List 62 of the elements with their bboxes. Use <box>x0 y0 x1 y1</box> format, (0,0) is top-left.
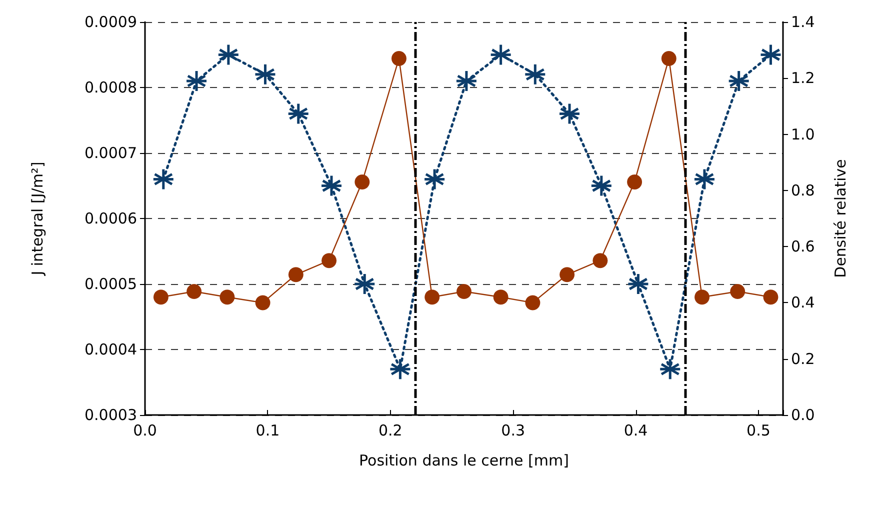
point <box>759 44 782 66</box>
point <box>592 253 608 268</box>
y-tick-label: 0.0004 <box>84 340 137 358</box>
y2-tick-label: 1.2 <box>791 69 815 88</box>
point <box>763 290 778 305</box>
y-tick-label: 0.0007 <box>84 144 137 162</box>
point <box>456 284 472 299</box>
y-tick-label: 0.0006 <box>84 210 137 228</box>
point <box>728 70 750 92</box>
point <box>590 174 613 197</box>
x-tick-label: 0.3 <box>501 422 526 440</box>
point <box>391 50 406 66</box>
point <box>423 168 446 190</box>
point <box>388 358 412 380</box>
point <box>217 44 240 66</box>
y-tick-label: 0.0005 <box>84 275 137 293</box>
x-tick-label: 0.1 <box>256 422 280 440</box>
point <box>658 358 682 380</box>
point <box>288 267 304 282</box>
y2-tick-label: 0.6 <box>791 238 815 256</box>
y2-axis-title: Densité relative <box>832 159 850 278</box>
y2-tick-label: 1.4 <box>791 13 815 31</box>
point <box>730 284 746 299</box>
point <box>320 174 343 197</box>
point <box>694 290 710 305</box>
point <box>693 168 716 190</box>
x-tick-label: 0.0 <box>133 422 157 440</box>
point <box>490 44 512 66</box>
point <box>627 174 642 190</box>
point <box>525 295 540 310</box>
y2-tick-label: 0.0 <box>791 406 815 424</box>
point <box>354 174 370 190</box>
y2-tick-label: 0.2 <box>791 350 815 368</box>
point <box>185 70 208 92</box>
y-tick-label: 0.0009 <box>84 13 137 31</box>
point <box>524 63 546 86</box>
point <box>626 272 650 296</box>
y2-tick-label: 1.0 <box>791 125 815 144</box>
point <box>455 70 478 92</box>
y-tick-label: 0.0003 <box>84 406 137 424</box>
x-tick-label: 0.2 <box>378 422 402 440</box>
y2-tick-label: 0.4 <box>791 294 815 312</box>
y-axis-title: J integral [J/m²] <box>28 162 46 276</box>
y2-tick-label: 0.8 <box>791 181 815 200</box>
point <box>424 290 440 305</box>
x-tick-label: 0.4 <box>624 422 648 440</box>
x-tick-label: 0.5 <box>746 422 770 440</box>
point <box>287 102 310 125</box>
point <box>255 295 270 310</box>
point <box>220 290 235 305</box>
x-axis-title: Position dans le cerne [mm] <box>359 452 569 470</box>
point <box>661 50 676 66</box>
point <box>493 290 508 305</box>
y-tick-label: 0.0008 <box>84 78 137 96</box>
point <box>254 63 276 86</box>
point <box>353 272 376 296</box>
point <box>558 102 581 125</box>
point <box>153 290 168 305</box>
point <box>322 253 337 268</box>
point <box>152 168 175 190</box>
point <box>560 267 575 282</box>
point <box>186 284 202 299</box>
